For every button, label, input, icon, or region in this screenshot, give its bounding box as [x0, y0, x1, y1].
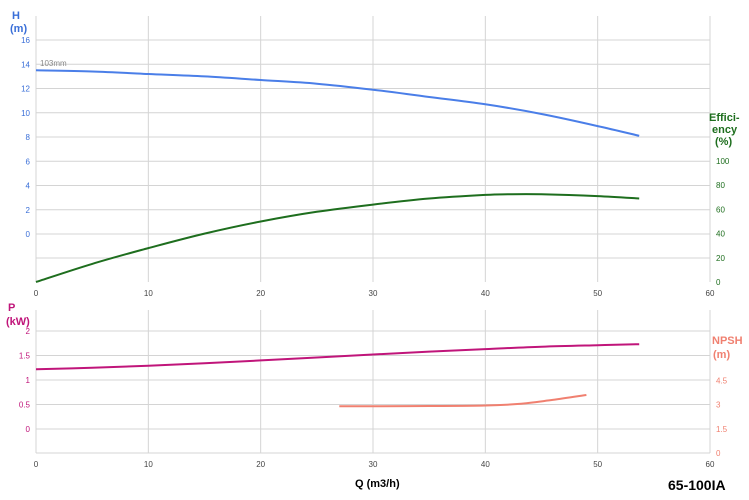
left-tick-label: 8: [26, 133, 31, 142]
npsh-axis-title-line2: (m): [713, 349, 730, 361]
x-tick-label: 50: [593, 460, 602, 469]
right-tick-label: 0: [716, 278, 721, 287]
efficiency-axis-title-line3: (%): [715, 136, 732, 148]
left-tick-label: 4: [26, 182, 31, 191]
head-axis-title-line2: (m): [10, 23, 27, 35]
x-tick-label: 10: [144, 289, 153, 298]
left-tick-label: 6: [26, 157, 31, 166]
x-tick-label: 40: [481, 289, 490, 298]
head-axis-title-line1: H: [12, 10, 20, 22]
x-axis-title: Q (m3/h): [355, 478, 400, 490]
right-tick-label: 20: [716, 254, 725, 263]
npsh-axis-title-line1: NPSH: [712, 335, 743, 347]
efficiency-curve: [35, 193, 640, 283]
x-tick-label: 30: [369, 460, 378, 469]
right-tick-label: 3: [716, 401, 721, 410]
grid-layer: [35, 16, 711, 454]
left-tick-label: 1.5: [19, 352, 31, 361]
model-label: 65-100IA: [668, 477, 726, 493]
right-tick-label: 40: [716, 230, 725, 239]
left-tick-label: 0: [26, 230, 31, 239]
left-tick-label: 14: [21, 60, 30, 69]
x-tick-label: 30: [369, 289, 378, 298]
right-tick-label: 80: [716, 181, 725, 190]
left-tick-label: 16: [21, 36, 30, 45]
left-tick-label: 2: [26, 327, 31, 336]
left-tick-label: 0.5: [19, 401, 31, 410]
efficiency-axis-title-line2: ency: [712, 124, 738, 136]
right-tick-label: 0: [716, 449, 721, 458]
npsh-curve: [339, 394, 587, 408]
head-curve-annotation: 103mm: [40, 59, 67, 68]
head-curve: [35, 69, 640, 137]
x-tick-label: 0: [34, 460, 39, 469]
right-tick-label: 4.5: [716, 377, 728, 386]
x-tick-label: 0: [34, 289, 39, 298]
x-tick-label: 10: [144, 460, 153, 469]
right-tick-label: 100: [716, 157, 730, 166]
x-tick-label: 20: [256, 460, 265, 469]
left-tick-label: 2: [26, 206, 31, 215]
power-curve: [35, 343, 640, 371]
left-tick-label: 0: [26, 425, 31, 434]
right-tick-label: 1.5: [716, 425, 728, 434]
x-tick-label: 60: [706, 289, 715, 298]
x-tick-label: 40: [481, 460, 490, 469]
x-tick-label: 20: [256, 289, 265, 298]
series-layer: [35, 69, 640, 408]
x-tick-label: 60: [706, 460, 715, 469]
efficiency-axis-title-line1: Effici-: [709, 112, 740, 124]
power-axis-title-line1: P: [8, 302, 15, 314]
x-tick-label: 50: [593, 289, 602, 298]
left-tick-label: 1: [26, 376, 31, 385]
left-tick-label: 12: [21, 85, 30, 94]
left-tick-label: 10: [21, 109, 30, 118]
power-axis-title-line2: (kW): [6, 316, 30, 328]
right-tick-label: 60: [716, 205, 725, 214]
